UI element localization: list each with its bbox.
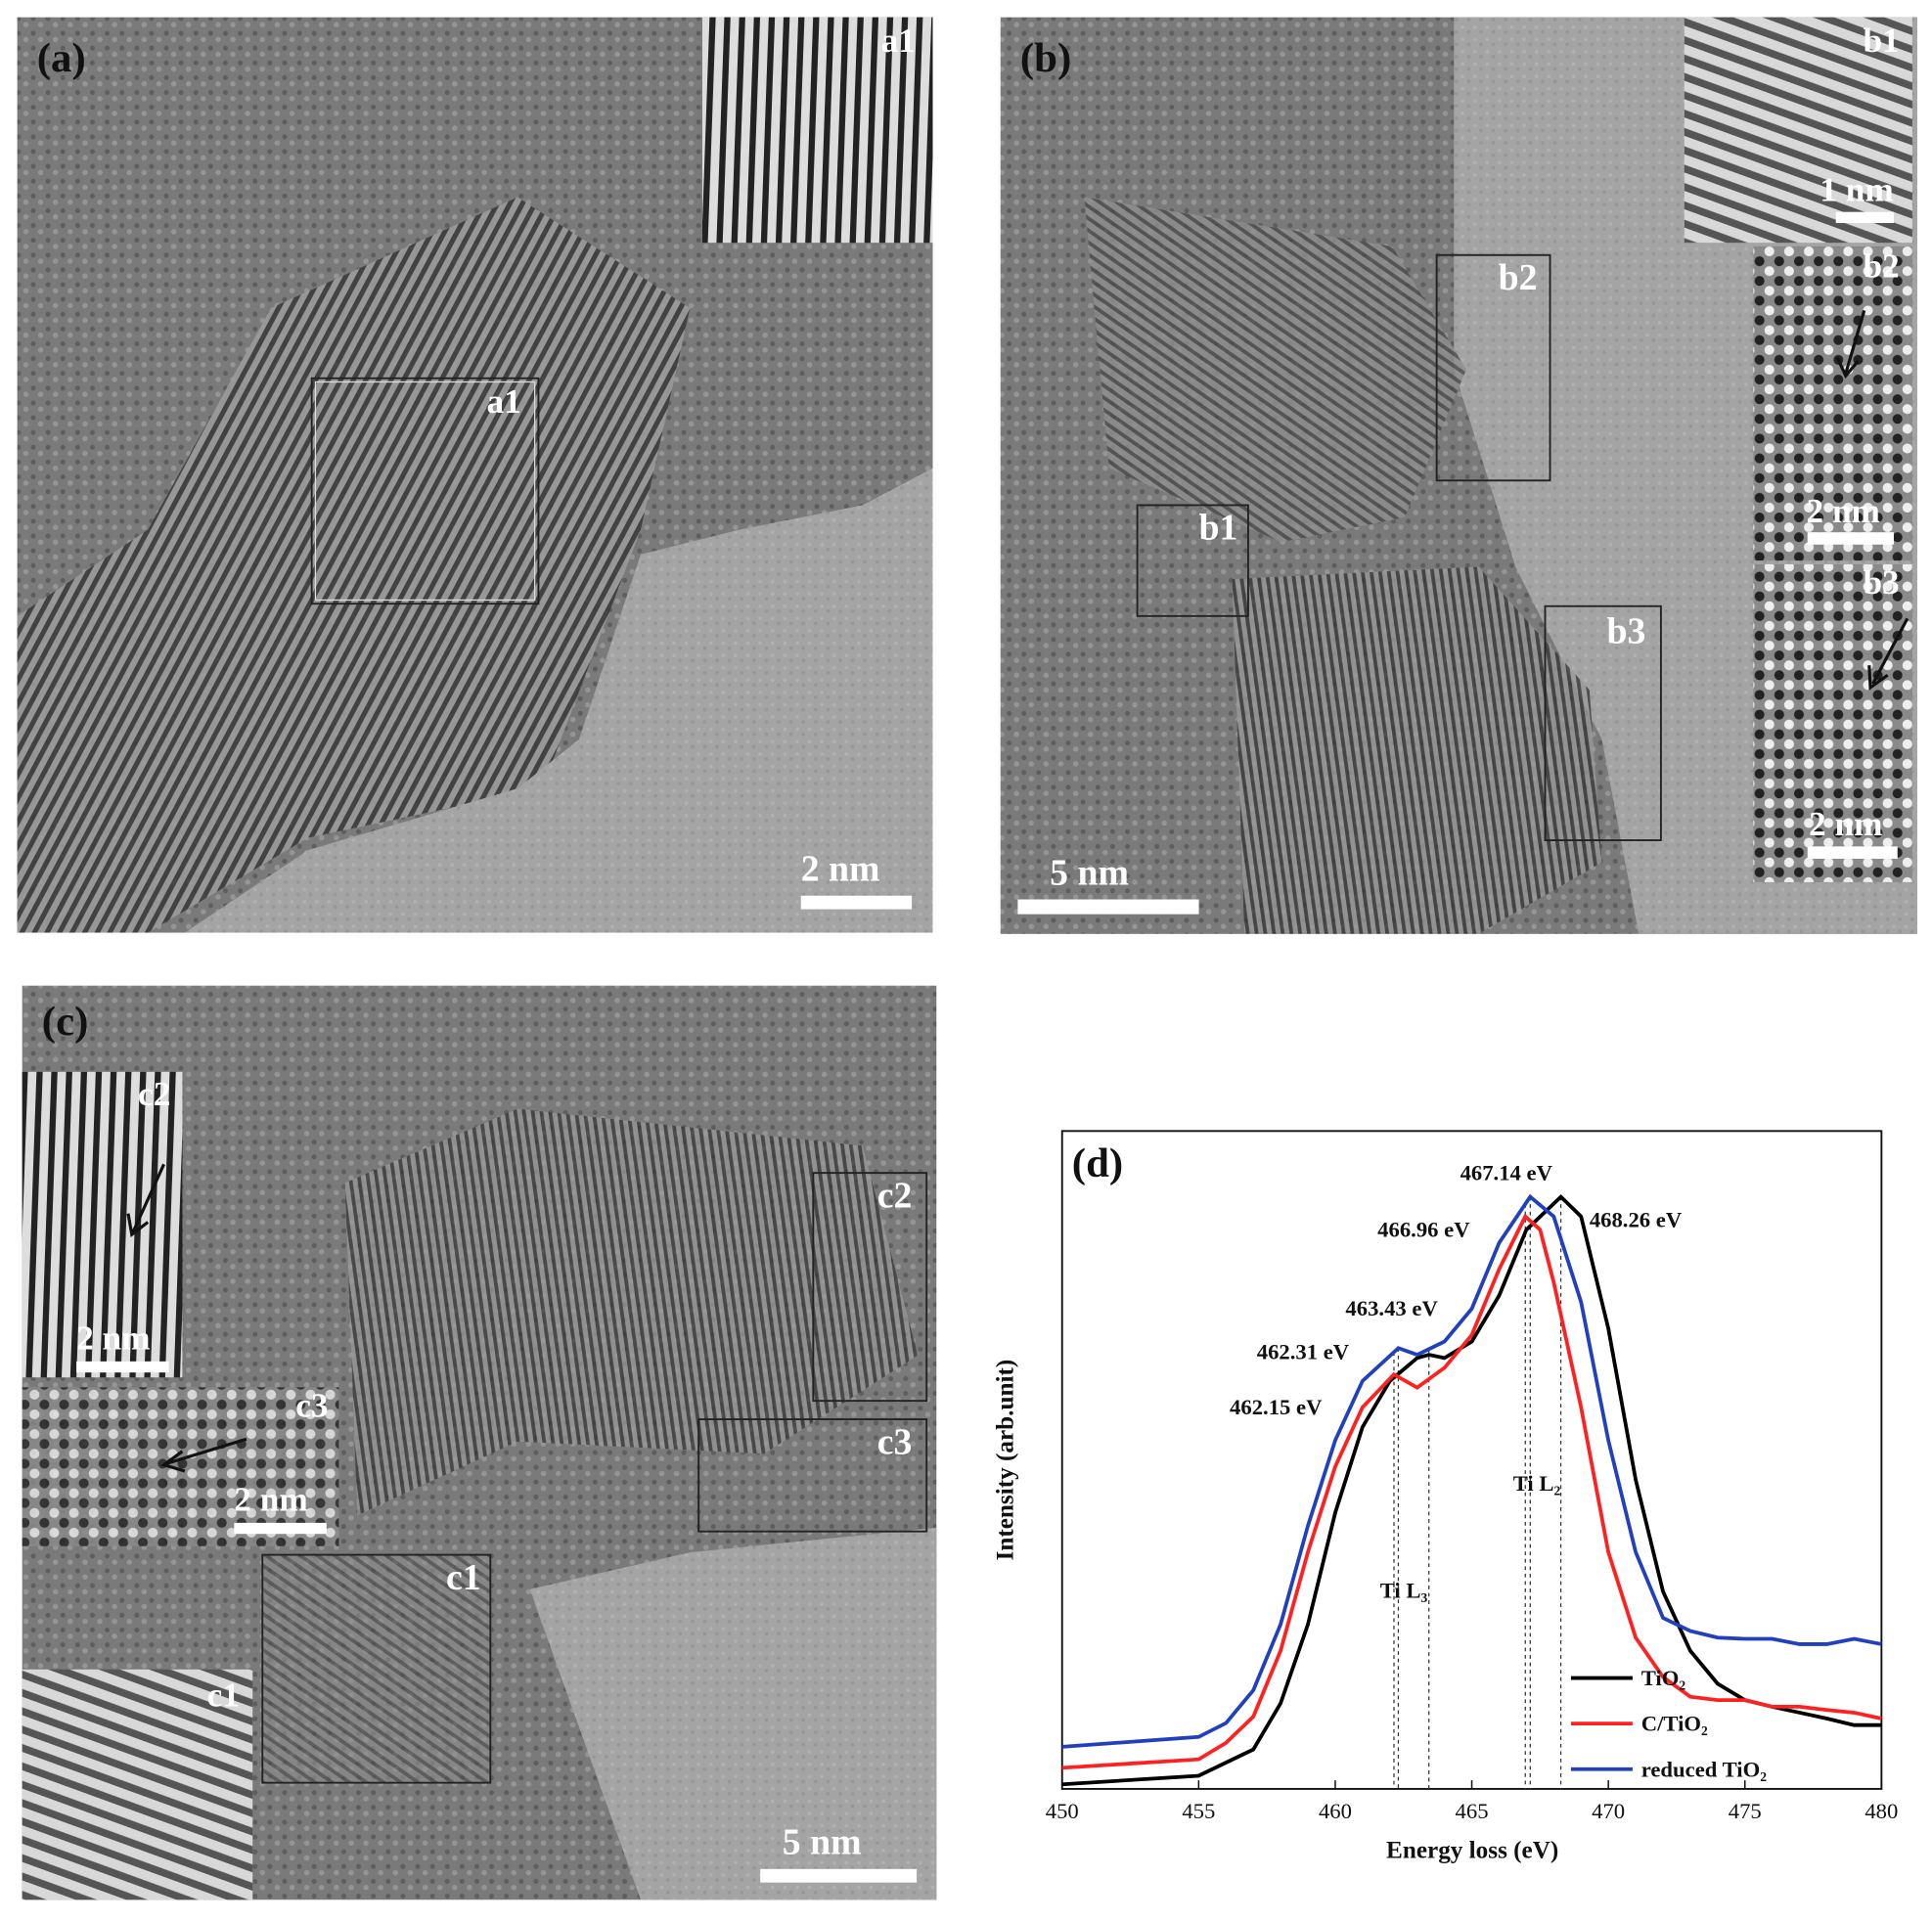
vacuum-region (184, 468, 933, 933)
x-tick-label: 470 (1592, 1799, 1625, 1823)
region-box (261, 1553, 492, 1784)
inset-image (22, 1071, 183, 1378)
series-line (1061, 1193, 1882, 1749)
region-box (1136, 504, 1249, 617)
annotation: 462.15 eV (1230, 1395, 1323, 1419)
scale-bar (1807, 532, 1894, 545)
x-axis-label: Energy loss (eV) (1386, 1837, 1558, 1863)
box-label: b1 (1199, 508, 1238, 549)
box-label: c1 (446, 1557, 481, 1598)
region-box (1435, 253, 1551, 482)
scale-bar (1835, 211, 1894, 224)
inset-scale-label: 2 nm (1809, 805, 1882, 843)
lattice-region (17, 197, 691, 933)
scale-bar (760, 1868, 918, 1883)
region-box (310, 377, 540, 605)
inset-image (1753, 246, 1912, 561)
inset-scale-label: 2 nm (76, 1319, 150, 1357)
scale-bar (1807, 846, 1898, 859)
annotation: 462.31 eV (1257, 1339, 1350, 1363)
inset-image (22, 1387, 339, 1546)
inset-image (22, 1669, 253, 1900)
inset-label: a1 (881, 22, 916, 60)
box-label: b3 (1606, 611, 1645, 652)
inset-image (1684, 17, 1912, 244)
region-box (314, 380, 536, 602)
plot-frame (1060, 1130, 1883, 1790)
region-box (1544, 604, 1662, 842)
region-box (697, 1418, 928, 1533)
legend-label: TiO₂ (1641, 1666, 1686, 1690)
annotation: 467.14 eV (1460, 1161, 1553, 1185)
panel-c: (c) c2 c3 c1 c2 c3 c1 2 nm 2 nm 5 nm (22, 985, 937, 1900)
annotation: 466.96 eV (1377, 1218, 1470, 1242)
panel-label: (a) (37, 35, 86, 81)
lattice-region (1232, 566, 1602, 934)
inset-image (1753, 563, 1912, 882)
lattice-region (344, 1108, 919, 1516)
inset-image (701, 17, 933, 244)
arrow (1835, 310, 1866, 380)
legend-label: C/TiO₂ (1641, 1712, 1708, 1736)
box-label: c3 (877, 1421, 913, 1462)
annotation: 463.43 eV (1345, 1296, 1438, 1320)
x-tick-label: 465 (1456, 1799, 1489, 1823)
arrow (126, 1163, 165, 1237)
inset-label: b2 (1863, 246, 1899, 285)
box-label: c2 (877, 1175, 913, 1216)
scale-bar-label: 2 nm (801, 849, 880, 890)
x-tick-label: 460 (1319, 1799, 1352, 1823)
scale-bar-label: 5 nm (1050, 852, 1129, 893)
inset-label: c1 (207, 1676, 240, 1715)
legend-label: reduced TiO₂ (1641, 1757, 1767, 1781)
vacuum-region (529, 1527, 937, 1900)
inset-scale-label: 2 nm (1807, 492, 1880, 530)
x-tick-label: 475 (1729, 1799, 1762, 1823)
box-label: b2 (1499, 257, 1538, 298)
scale-bar (800, 895, 913, 910)
panel-a: (a) a1 a1 2 nm (17, 17, 933, 933)
panel-label: (b) (1020, 35, 1071, 81)
annotation: Ti L₃ (1380, 1579, 1428, 1603)
inset-label: c2 (138, 1075, 170, 1113)
scale-bar (76, 1361, 169, 1373)
scale-bar (1017, 899, 1199, 915)
series-line (1061, 1213, 1882, 1770)
inset-scale-label: 1 nm (1820, 170, 1893, 208)
inset-scale-label: 2 nm (234, 1480, 307, 1518)
y-axis-label: Intensity (arb.unit) (992, 1360, 1018, 1561)
region-box (812, 1172, 928, 1403)
x-tick-label: 455 (1182, 1799, 1215, 1823)
x-tick-label: 480 (1865, 1799, 1898, 1823)
x-tick-label: 450 (1046, 1799, 1079, 1823)
panel-label: (c) (42, 999, 89, 1045)
arrow (160, 1437, 247, 1473)
annotation: Ti L₂ (1513, 1471, 1561, 1496)
lattice-region (1084, 197, 1466, 543)
annotation: 468.26 eV (1590, 1208, 1683, 1232)
inset-label: b1 (1863, 22, 1899, 60)
box-label: a1 (487, 382, 521, 421)
inset-label: b3 (1863, 563, 1899, 602)
inset-label: c3 (295, 1387, 328, 1425)
panel-label: (d) (1072, 1140, 1123, 1186)
lattice-region (262, 1554, 491, 1783)
scale-bar-label: 5 nm (783, 1822, 862, 1863)
scale-bar (234, 1522, 327, 1535)
arrow (1867, 617, 1910, 691)
panel-d: (d) Energy loss (eV) Intensity (arb.unit… (992, 1130, 1898, 1863)
panel-b: (b) b2 b1 b3 b1 b2 b3 1 nm 2 nm 2 nm 5 n… (1000, 17, 1917, 934)
